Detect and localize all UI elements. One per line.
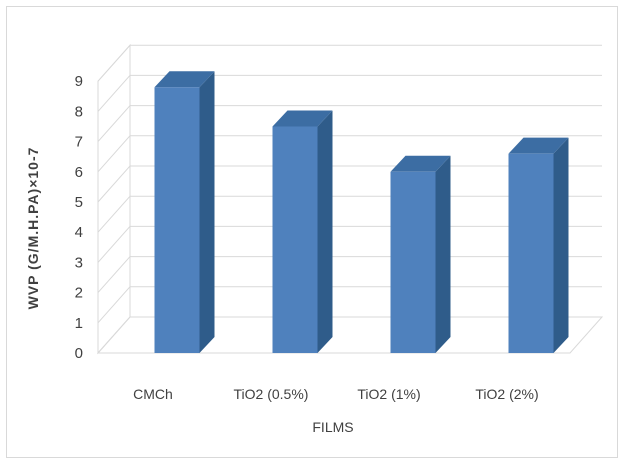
bar-front: [272, 126, 318, 353]
chart-walls: [96, 43, 604, 355]
y-tick-label: 7: [75, 134, 83, 151]
bar-side: [199, 71, 215, 354]
x-tick-label: TiO2 (0.5%): [234, 386, 309, 402]
bar-front: [508, 153, 554, 353]
y-tick-label: 5: [75, 194, 83, 211]
y-tick-label: 6: [75, 164, 83, 181]
bar: [508, 137, 569, 353]
bar: [272, 110, 333, 353]
bars: [154, 71, 569, 354]
y-tick-label: 8: [75, 103, 83, 120]
bar-side: [553, 137, 569, 353]
gridline: [97, 74, 602, 112]
y-tick-label: 2: [75, 285, 83, 302]
y-tick-label: 9: [75, 73, 83, 90]
bar-top: [272, 110, 333, 127]
y-tick-label: 1: [75, 315, 83, 332]
side-wall: [97, 43, 131, 355]
x-tick-label: TiO2 (2%): [475, 386, 538, 402]
y-axis-title: WVP (G/M.H.PA)×10-7: [25, 147, 41, 310]
bar-front: [154, 87, 200, 354]
bar-side: [317, 110, 333, 353]
gridline: [97, 44, 602, 82]
gridline: [97, 135, 602, 173]
x-axis-title: FILMS: [312, 419, 353, 435]
bar-top: [508, 137, 569, 154]
bar-side: [435, 155, 451, 353]
gridline: [97, 105, 602, 142]
x-axis-ticks: CMCh TiO2 (0.5%) TiO2 (1%) TiO2 (2%): [133, 386, 538, 402]
bar-front: [390, 171, 436, 353]
y-axis-ticks: 0 1 2 3 4 5 6 7 8 9: [75, 73, 83, 362]
y-tick-label: 3: [75, 254, 83, 271]
y-tick-label: 4: [75, 224, 83, 241]
y-tick-label: 0: [75, 345, 83, 362]
bar-top: [154, 71, 215, 88]
x-tick-label: TiO2 (1%): [357, 386, 420, 402]
bar: [154, 71, 215, 354]
bar: [390, 155, 451, 353]
x-tick-label: CMCh: [133, 386, 173, 402]
bar-top: [390, 155, 451, 172]
